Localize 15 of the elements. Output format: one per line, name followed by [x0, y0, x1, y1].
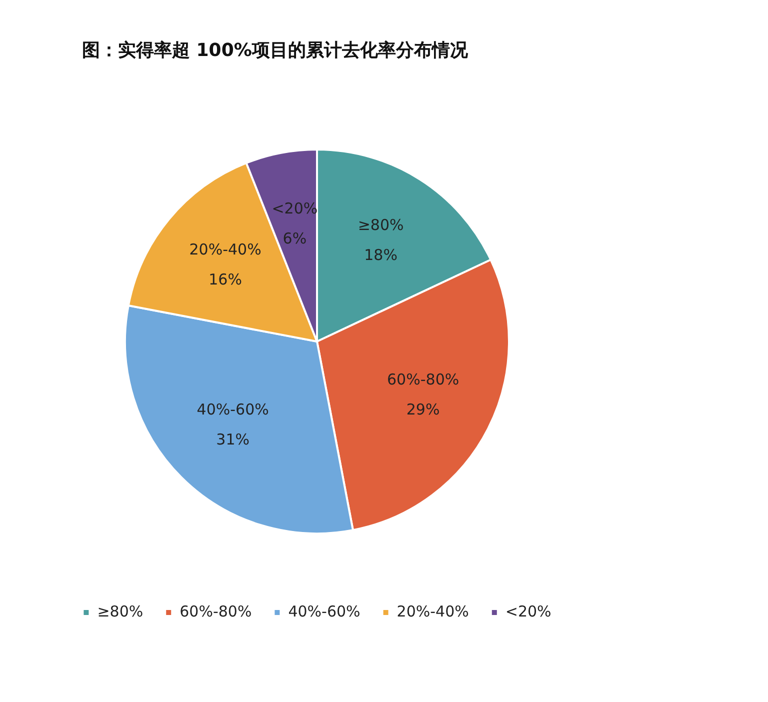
legend-label: 40%-60%	[288, 602, 360, 620]
slice-label: ≥80%	[358, 216, 404, 234]
slice-label: 40%-60%	[196, 400, 269, 419]
data-label: 16%	[208, 270, 242, 289]
slice-label: 60%-80%	[387, 370, 460, 388]
data-label: 6%	[282, 229, 307, 248]
data-label: 31%	[216, 430, 250, 449]
data-label: 18%	[364, 246, 398, 264]
legend-label: ≥80%	[97, 602, 144, 620]
slice-label: 20%-40%	[189, 240, 262, 259]
data-label: 29%	[406, 400, 440, 418]
legend-label: 60%-80%	[180, 602, 252, 620]
chart-title: 图：实得率超 100%项目的累计去化率分布情况	[82, 39, 468, 62]
legend-label: 20%-40%	[396, 602, 469, 620]
legend-label: <20%	[505, 602, 552, 620]
